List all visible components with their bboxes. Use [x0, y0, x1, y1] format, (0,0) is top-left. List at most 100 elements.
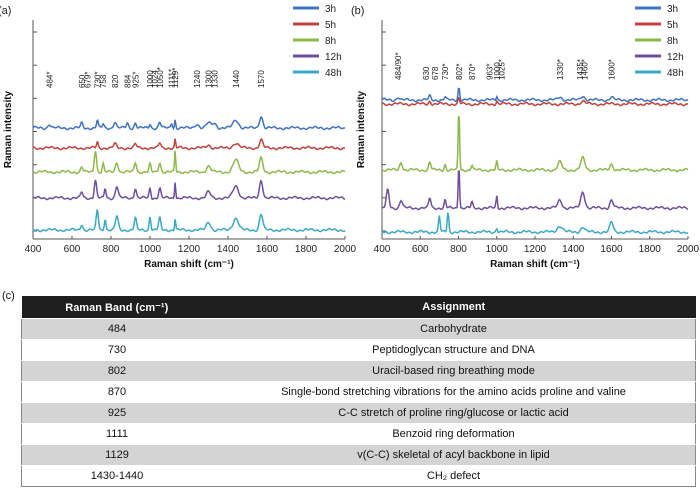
x-tick-label: 600 — [64, 244, 81, 255]
peak-label: 1330 — [210, 70, 219, 88]
band-cell: 1430-1440 — [21, 465, 212, 487]
table-row: 1111 Benzoid ring deformation — [21, 423, 696, 445]
band-cell: 1129 — [21, 444, 212, 466]
series-line-48h — [381, 212, 689, 235]
x-tick-label: 600 — [412, 244, 429, 255]
assignment-cell: Single-bond stretching vibrations for th… — [212, 381, 696, 403]
band-cell: 925 — [21, 402, 212, 424]
assignment-cell: Uracil-based ring breathing mode — [212, 360, 696, 382]
peak-label: 679* — [83, 72, 92, 88]
assignment-header: Assignment — [212, 296, 696, 319]
x-tick-label: 400 — [25, 244, 42, 255]
assignment-cell: v(C-C) skeletal of acyl backbone in lipi… — [212, 444, 696, 466]
assignment-cell: Carbohydrate — [212, 318, 696, 340]
table-row: 1430-1440 CH₂ defect — [21, 465, 696, 487]
peak-label: 802* — [455, 64, 464, 80]
x-tick-label: 800 — [103, 244, 120, 255]
legend-label-48h: 48h — [325, 68, 342, 79]
band-cell: 870 — [21, 381, 212, 403]
peak-label: 820 — [111, 74, 120, 88]
peak-label: 963* — [486, 64, 495, 80]
peak-label: 1129* — [171, 68, 180, 88]
y-axis-label: Raman intensity — [356, 90, 367, 168]
peak-label: 1050* — [156, 67, 165, 88]
assignment-cell: Benzoid ring deformation — [212, 423, 696, 445]
peak-label: 1000 — [146, 70, 155, 88]
panel-c-label: (c) — [2, 290, 15, 302]
series-line-5h — [32, 137, 346, 151]
peak-label: 730* — [441, 64, 450, 80]
peak-label: 484* — [45, 72, 54, 88]
table-row: 1129 v(C-C) skeletal of acyl backbone in … — [21, 444, 696, 466]
peak-label: 1435* — [576, 59, 585, 80]
x-axis-label: Raman shift (cm⁻¹) — [490, 259, 580, 270]
legend-label-5h: 5h — [667, 20, 678, 31]
x-tick-label: 1600 — [256, 244, 279, 255]
series-line-12h — [381, 170, 689, 211]
legend-label-8h: 8h — [325, 36, 336, 47]
band-cell: 1111 — [21, 423, 212, 445]
x-tick-label: 800 — [450, 244, 467, 255]
series-line-3h — [32, 115, 346, 131]
y-axis-label: Raman intensity — [3, 90, 14, 168]
legend-label-3h: 3h — [325, 4, 336, 15]
peak-label: 758 — [99, 74, 108, 88]
peak-label: 630 — [422, 66, 431, 80]
table-row: 870 Single-bond stretching vibrations for… — [21, 381, 696, 403]
peak-label: 1025* — [498, 59, 507, 80]
band-cell: 484 — [21, 318, 212, 340]
peak-label: 1570 — [257, 70, 266, 88]
peak-label: 1000 — [493, 62, 502, 80]
x-tick-label: 1000 — [486, 244, 509, 255]
legend-label-12h: 12h — [325, 52, 342, 63]
x-tick-label: 1800 — [639, 244, 662, 255]
table-header-row: Raman Band (cm⁻¹) Assignment — [21, 296, 696, 319]
x-tick-label: 1000 — [139, 244, 162, 255]
peak-label: 1111* — [168, 69, 177, 88]
series-line-8h — [382, 115, 689, 173]
x-tick-label: 1200 — [524, 244, 547, 255]
peak-label: 1440 — [232, 70, 241, 88]
legend-label-3h: 3h — [667, 4, 678, 15]
series-line-8h — [33, 150, 346, 175]
panel-label: (a) — [0, 5, 11, 17]
peak-label: 925* — [131, 72, 140, 88]
peak-label: 650 — [78, 74, 87, 88]
x-tick-label: 2000 — [677, 244, 700, 255]
peak-label: 1600* — [608, 59, 617, 80]
band-cell: 730 — [21, 339, 212, 361]
x-tick-label: 400 — [374, 244, 391, 255]
assignment-cell: CH₂ defect — [212, 465, 696, 487]
peak-label: 1460* — [581, 59, 590, 80]
raman-band-table: Raman Band (cm⁻¹) Assignment 484 Carbohyd… — [21, 296, 696, 487]
table-row: 802 Uracil-based ring breathing mode — [21, 360, 696, 382]
x-axis-label: Raman shift (cm⁻¹) — [144, 259, 234, 270]
x-tick-label: 1800 — [295, 244, 318, 255]
table-row: 730 Peptidoglycan structure and DNA — [21, 339, 696, 361]
x-tick-label: 1200 — [178, 244, 201, 255]
panel-label: (b) — [351, 5, 364, 17]
band-cell: 802 — [21, 360, 212, 382]
x-tick-label: 1400 — [562, 244, 585, 255]
table-row: 484 Carbohydrate — [21, 318, 696, 340]
peak-label: 1330* — [556, 59, 565, 80]
x-tick-label: 1400 — [217, 244, 240, 255]
legend-label-5h: 5h — [325, 20, 336, 31]
series-line-48h — [32, 208, 346, 233]
peak-label: 678 — [431, 66, 440, 80]
peak-label: 484/90* — [394, 52, 403, 80]
peak-label: 884 — [123, 74, 132, 88]
peak-label: 730* — [93, 72, 102, 88]
legend-label-8h: 8h — [667, 36, 678, 47]
peak-label: 1024 — [151, 70, 160, 88]
assignment-cell: C-C stretch of proline ring/glucose or l… — [212, 402, 696, 424]
series-line-3h — [381, 87, 689, 103]
peak-label: 1240 — [193, 70, 202, 88]
peak-label: 870* — [468, 64, 477, 80]
band-header: Raman Band (cm⁻¹) — [21, 296, 212, 319]
assignment-cell: Peptidoglycan structure and DNA — [212, 339, 696, 361]
x-tick-label: 1600 — [600, 244, 623, 255]
legend-label-48h: 48h — [667, 68, 684, 79]
table-row: 925 C-C stretch of proline ring/glucose o… — [21, 402, 696, 424]
spectra-figure: 400 600 800 1000 1200 1400 1600 1800 2000 Raman s… — [0, 4, 700, 270]
